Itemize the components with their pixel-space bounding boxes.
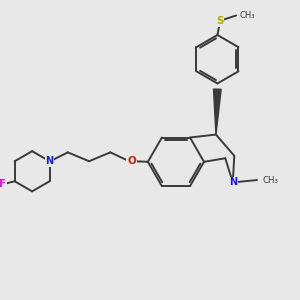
Text: F: F: [0, 179, 6, 189]
Polygon shape: [214, 89, 221, 135]
Text: S: S: [216, 16, 224, 26]
Text: CH₃: CH₃: [262, 176, 278, 184]
Text: N: N: [229, 177, 237, 188]
Text: N: N: [45, 156, 54, 166]
Text: CH₃: CH₃: [239, 11, 254, 20]
Text: O: O: [127, 156, 136, 166]
